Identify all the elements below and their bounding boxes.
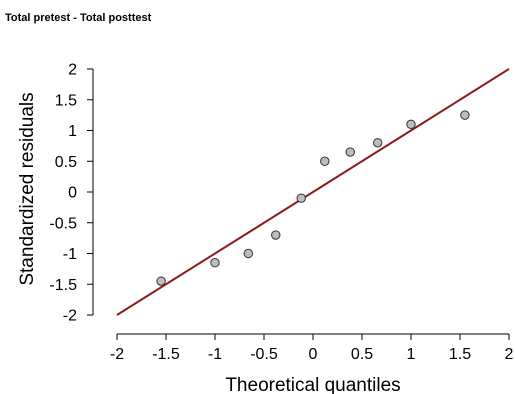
- y-tick-label: -1: [63, 246, 77, 263]
- x-tick-label: 1: [407, 346, 416, 363]
- data-point: [345, 147, 355, 157]
- data-point: [156, 276, 166, 286]
- x-tick-label: -1.5: [152, 346, 180, 363]
- data-point: [460, 110, 470, 120]
- y-tick-label: 0.5: [55, 154, 77, 171]
- axes: -2 -1.5 -1 -0.5 0 0.5 1 1.5 2 -2 -1.5 -1 -0.5 0 0.5 1 1.…: [49, 62, 513, 364]
- chart-title: Total pretest - Total posttest: [5, 12, 152, 24]
- data-point: [296, 193, 306, 203]
- data-point: [271, 230, 281, 240]
- x-tick-label: -0.5: [250, 346, 278, 363]
- x-tick-label: 0.5: [351, 346, 373, 363]
- y-tick-label: -2: [63, 308, 77, 325]
- x-axis-label: Theoretical quantiles: [225, 375, 400, 394]
- data-point: [243, 248, 254, 259]
- x-tick-label: -2: [110, 346, 124, 363]
- y-tick-label: 0: [68, 185, 77, 202]
- data-point: [406, 119, 416, 130]
- data-point: [372, 138, 383, 148]
- reference-line-group: [116, 68, 510, 316]
- data-point: [210, 258, 220, 268]
- y-tick-label: 1.5: [55, 92, 77, 109]
- y-tick-label: -0.5: [49, 215, 77, 232]
- data-point: [320, 156, 330, 166]
- y-tick-label: 1: [68, 123, 77, 140]
- points-group: [156, 110, 470, 286]
- x-tick-label: 0: [309, 346, 318, 363]
- reference-line: [116, 68, 510, 316]
- x-tick-label: -1: [208, 346, 222, 363]
- x-tick-label: 1.5: [449, 346, 471, 363]
- y-axis-label: Standardized residuals: [17, 92, 38, 285]
- y-tick-label: 2: [68, 62, 77, 79]
- y-tick-label: -1.5: [49, 277, 77, 294]
- x-tick-label: 2: [505, 346, 514, 363]
